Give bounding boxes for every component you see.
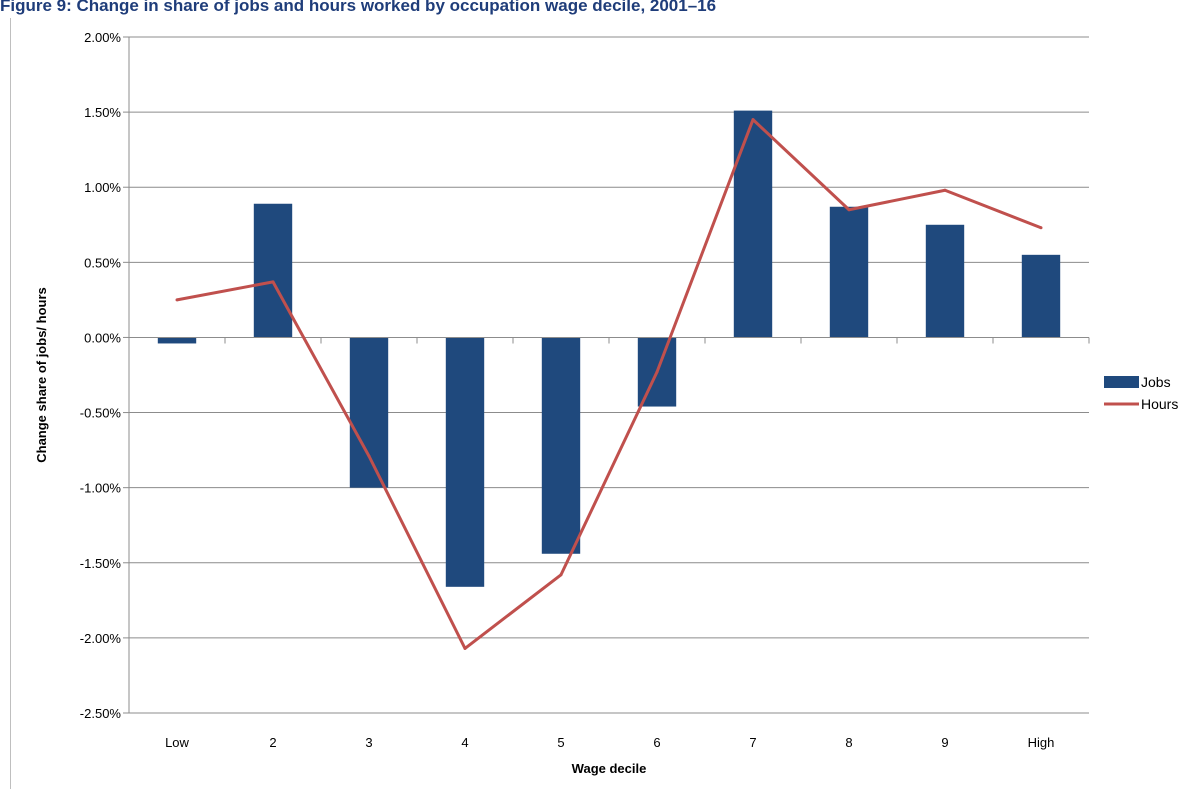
jobs-bar — [157, 337, 197, 344]
hours-point — [559, 573, 563, 577]
y-tick-label: 0.50% — [84, 255, 121, 270]
y-tick-label: -1.00% — [80, 481, 122, 496]
x-tick-label: 9 — [941, 735, 948, 750]
x-tick-label: 7 — [749, 735, 756, 750]
jobs-bar — [445, 337, 485, 587]
y-tick-label: 1.50% — [84, 105, 121, 120]
x-tick-label: 3 — [365, 735, 372, 750]
hours-point — [751, 118, 755, 122]
x-tick-label: 4 — [461, 735, 468, 750]
y-tick-label: -2.50% — [80, 706, 122, 721]
hours-point — [943, 188, 947, 192]
jobs-bar — [1021, 254, 1061, 338]
jobs-bar — [925, 224, 965, 338]
legend: Jobs Hours — [1104, 374, 1178, 412]
y-tick-label: 2.00% — [84, 30, 121, 45]
hours-point — [463, 646, 467, 650]
x-tick-label: High — [1028, 735, 1055, 750]
gridlines — [123, 36, 1089, 714]
hours-point — [367, 454, 371, 458]
jobs-bars — [157, 110, 1061, 587]
legend-jobs-swatch — [1104, 376, 1139, 388]
hours-point — [175, 298, 179, 302]
hours-line-group — [175, 118, 1043, 650]
hours-point — [655, 370, 659, 374]
jobs-bar — [253, 203, 293, 338]
y-tick-label: 0.00% — [84, 330, 121, 345]
y-tick-label: -1.50% — [80, 556, 122, 571]
x-tick-label: 6 — [653, 735, 660, 750]
legend-hours-label: Hours — [1141, 396, 1178, 412]
x-axis-title: Wage decile — [572, 761, 647, 776]
hours-point — [271, 280, 275, 284]
hours-point — [847, 208, 851, 212]
x-tick-label: 2 — [269, 735, 276, 750]
jobs-bar — [541, 337, 581, 554]
jobs-bar — [349, 337, 389, 488]
figure-title: Figure 9: Change in share of jobs and ho… — [0, 0, 717, 15]
hours-line — [176, 118, 1042, 650]
x-tick-label: 8 — [845, 735, 852, 750]
axes — [128, 37, 1090, 713]
chart: 2.00% 1.50% 1.00% 0.50% 0.00% -0.50% -1.00% -1.… — [34, 30, 1178, 776]
x-tick-label: Low — [165, 735, 189, 750]
x-tick-label: 5 — [557, 735, 564, 750]
jobs-bar — [829, 206, 869, 338]
y-tick-label: -2.00% — [80, 631, 122, 646]
legend-jobs-label: Jobs — [1141, 374, 1171, 390]
chart-frame: 2.00% 1.50% 1.00% 0.50% 0.00% -0.50% -1.00% -1.… — [10, 18, 1200, 789]
tick-labels: 2.00% 1.50% 1.00% 0.50% 0.00% -0.50% -1.00% -1.… — [80, 30, 1055, 750]
y-tick-label: 1.00% — [84, 180, 121, 195]
jobs-bar — [733, 110, 773, 338]
hours-point — [1039, 226, 1043, 230]
y-axis-title: Change share of jobs/ hours — [34, 287, 49, 463]
y-tick-label: -0.50% — [80, 406, 122, 421]
